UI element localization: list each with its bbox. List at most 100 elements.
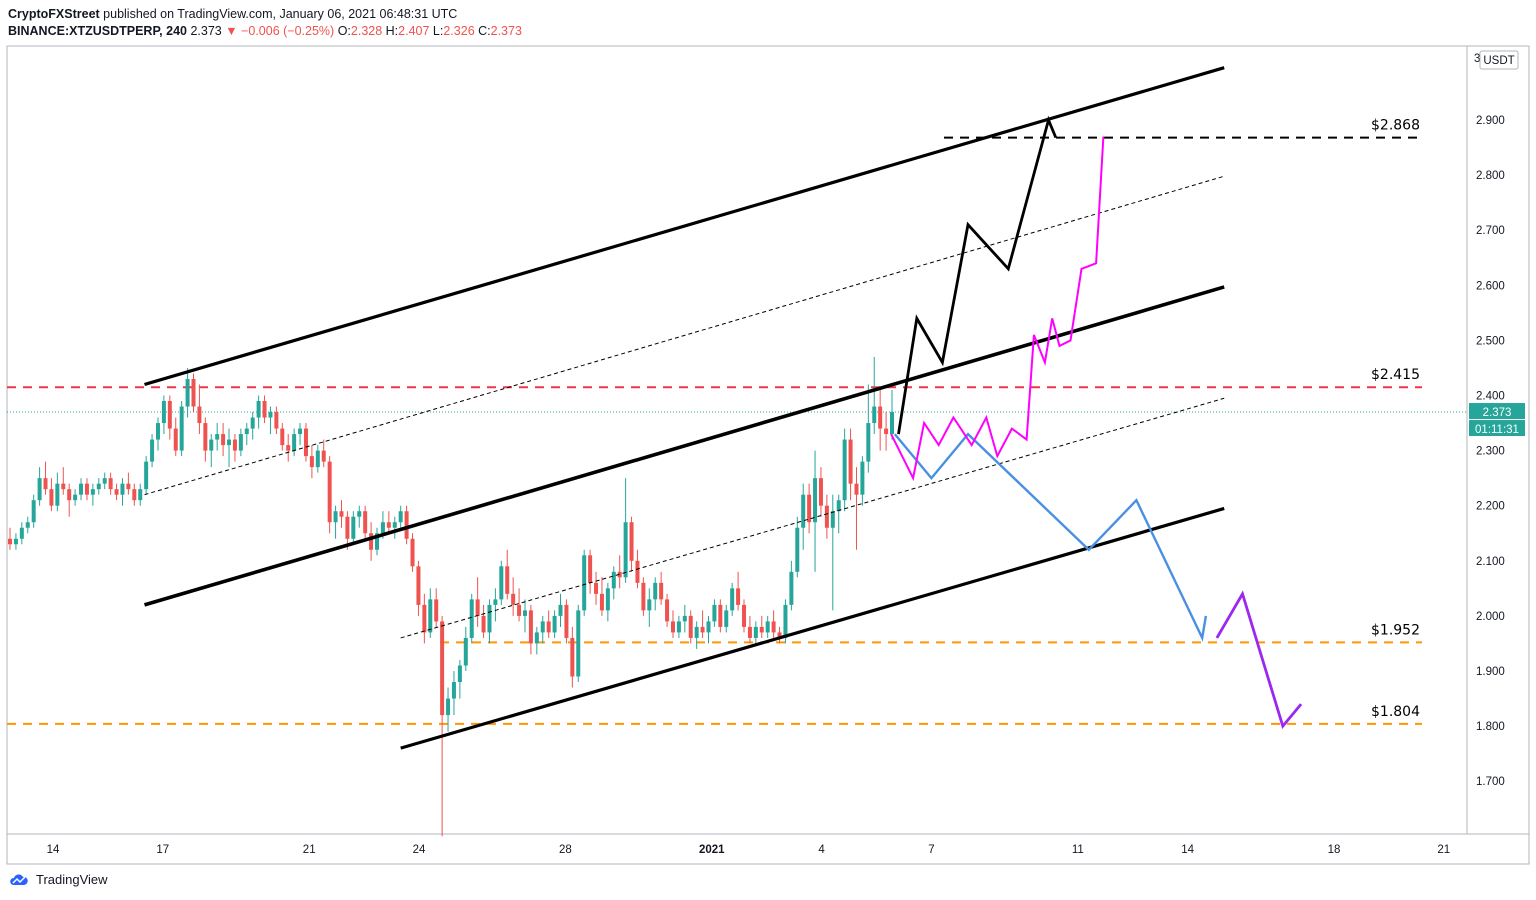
candle-body (848, 439, 853, 484)
candle-body (327, 461, 332, 523)
open-value: 2.328 (350, 24, 383, 38)
candle-body (191, 378, 196, 407)
x-tick-label: 11 (1072, 844, 1084, 856)
candle-body (369, 533, 374, 550)
candle-body (481, 615, 486, 633)
candle-body (422, 604, 427, 633)
candle-body (102, 478, 107, 484)
candle-body (718, 604, 723, 627)
price-axis-frame (1466, 45, 1530, 835)
candle-body (286, 445, 291, 451)
high-value: 2.407 (398, 24, 430, 38)
candle-body (475, 599, 480, 616)
level-label: $2.415 (1371, 367, 1420, 383)
candle-body (155, 423, 160, 440)
candle-body (736, 588, 741, 605)
candle-body (706, 621, 711, 633)
x-tick-label: 17 (156, 844, 169, 856)
symbol-label[interactable]: BINANCE:XTZUSDTPERP, 240 (8, 24, 187, 38)
candle-body (564, 604, 569, 638)
level-label: $1.804 (1371, 704, 1420, 720)
candle-body (724, 610, 729, 627)
candle-body (43, 478, 48, 490)
candle-body (487, 604, 492, 633)
y-tick-label: 2.600 (1476, 280, 1505, 292)
bullish-projection-path (890, 136, 1105, 482)
footer-brand-label: TradingView (36, 872, 108, 887)
candle-body (694, 626, 699, 638)
published-text: published on TradingView.com, January 06… (103, 7, 458, 21)
candle-body (493, 599, 498, 605)
candle-body (783, 604, 788, 638)
candle-body (161, 401, 166, 424)
price-chart[interactable]: 2.900 2.800 2.700 2.600 2.500 2.400 2.300 2.200… (0, 0, 1536, 870)
candle-body (635, 560, 640, 583)
low-label: L: (432, 24, 444, 38)
candle-body (771, 621, 776, 633)
candle-body (150, 439, 155, 462)
candle-body (765, 621, 770, 633)
candle-body (647, 599, 652, 611)
close-label: C: (478, 24, 491, 38)
breakout-projection-path (897, 115, 1058, 435)
candle-body (801, 494, 806, 528)
candle-body (96, 483, 101, 490)
candle-body (351, 516, 356, 539)
tradingview-logo-icon (10, 873, 28, 885)
candle-body (173, 428, 178, 451)
x-tick-label: 21 (303, 844, 316, 856)
candle-body (357, 511, 362, 517)
candle-body (451, 682, 456, 699)
close-value: 2.373 (490, 24, 522, 38)
candle-body (818, 478, 823, 506)
candle-body (49, 489, 54, 506)
channel-line (143, 285, 1225, 607)
candle-body (392, 522, 397, 528)
candle-body (629, 522, 634, 561)
open-label: O: (337, 24, 351, 38)
candle-body (712, 604, 717, 622)
level-label: $1.952 (1371, 622, 1420, 638)
publisher-name[interactable]: CryptoFXStreet (8, 7, 100, 21)
candle-body (446, 698, 451, 716)
candle-body (522, 610, 527, 616)
candle-body (167, 401, 172, 429)
candle-body (611, 571, 616, 589)
candle-body (570, 637, 575, 677)
y-tick-label: 2.500 (1476, 335, 1505, 347)
x-tick-label: 18 (1328, 844, 1341, 856)
candle-body (599, 593, 604, 611)
chart-header: CryptoFXStreet published on TradingView.… (8, 6, 522, 40)
candle-body (274, 412, 279, 429)
countdown-badge (1469, 420, 1525, 437)
candle-body (676, 621, 681, 633)
candle-body (132, 489, 137, 501)
candle-body (185, 378, 190, 407)
currency-label: USDT (1483, 55, 1514, 67)
channel-midline (400, 397, 1225, 639)
candle-body (605, 588, 610, 611)
last-price: 2.373 (190, 24, 222, 38)
candle-body (298, 428, 303, 435)
candle-body (84, 483, 89, 495)
candle-body (315, 450, 320, 468)
candle-body (842, 439, 847, 501)
candle-body (872, 406, 877, 424)
y-tick-label: 1.700 (1476, 776, 1505, 788)
footer-brand[interactable]: TradingView (8, 872, 108, 887)
candle-body (280, 428, 285, 446)
candle-body (227, 439, 232, 446)
candle-body (558, 604, 563, 616)
candle-body (836, 500, 841, 512)
candle-body (67, 489, 72, 501)
y-tick-label: 2.400 (1476, 391, 1505, 403)
candle-body (79, 483, 84, 495)
bearish-projection-path (893, 432, 1208, 642)
candle-body (552, 615, 557, 633)
x-tick-label: 4 (818, 844, 825, 856)
y-tick-label: 2.800 (1476, 170, 1505, 182)
candle-body (31, 500, 36, 523)
candle-body (386, 522, 391, 528)
candle-body (534, 632, 539, 644)
candle-body (203, 423, 208, 451)
